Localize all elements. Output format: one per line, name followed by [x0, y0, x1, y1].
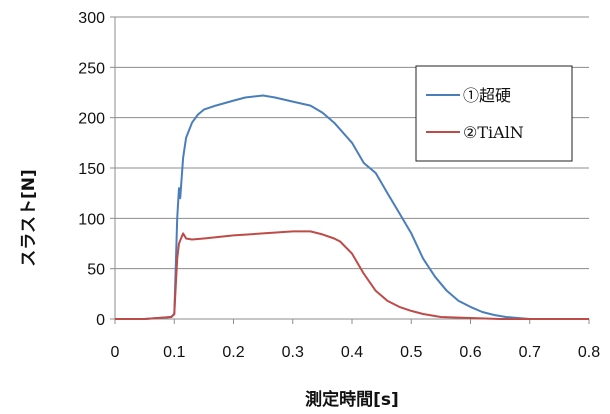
x-tick-labels: 0 0.1 0.2 0.3 0.4 0.5 0.6 0.7 0.8 [111, 344, 601, 361]
x-tick-label: 0 [111, 344, 120, 361]
y-tick-label: 50 [87, 262, 105, 279]
legend: ①超硬 ②TiAlN [415, 65, 573, 162]
legend-label-series-2: ②TiAlN [463, 123, 524, 142]
y-axis-title: スラスト[N] [19, 169, 39, 266]
legend-box [415, 65, 573, 162]
y-tick-label: 250 [78, 60, 105, 77]
series-line-1 [115, 94, 589, 320]
y-tick-label: 300 [78, 10, 105, 27]
y-tick-label: 0 [96, 312, 105, 329]
y-tick-label: 100 [78, 211, 105, 228]
y-tick-label: 150 [78, 161, 105, 178]
legend-label-series-1: ①超硬 [463, 86, 511, 105]
x-tick-label: 0.7 [519, 344, 541, 361]
series-line-2 [115, 230, 589, 320]
x-tick-label: 0.3 [282, 344, 304, 361]
gridlines [115, 16, 589, 270]
x-tick-label: 0.1 [163, 344, 185, 361]
y-tick-labels: 0 50 100 150 200 250 300 [78, 10, 105, 329]
x-tick-label: 0.6 [459, 344, 481, 361]
x-tick-label: 0.4 [341, 344, 363, 361]
series-lines [115, 94, 589, 320]
x-tick-label: 0.2 [222, 344, 244, 361]
x-tick-label: 0.5 [400, 344, 422, 361]
x-tick-label: 0.8 [578, 344, 600, 361]
x-axis-title: 測定時間[s] [305, 389, 399, 410]
y-tick-label: 200 [78, 111, 105, 128]
